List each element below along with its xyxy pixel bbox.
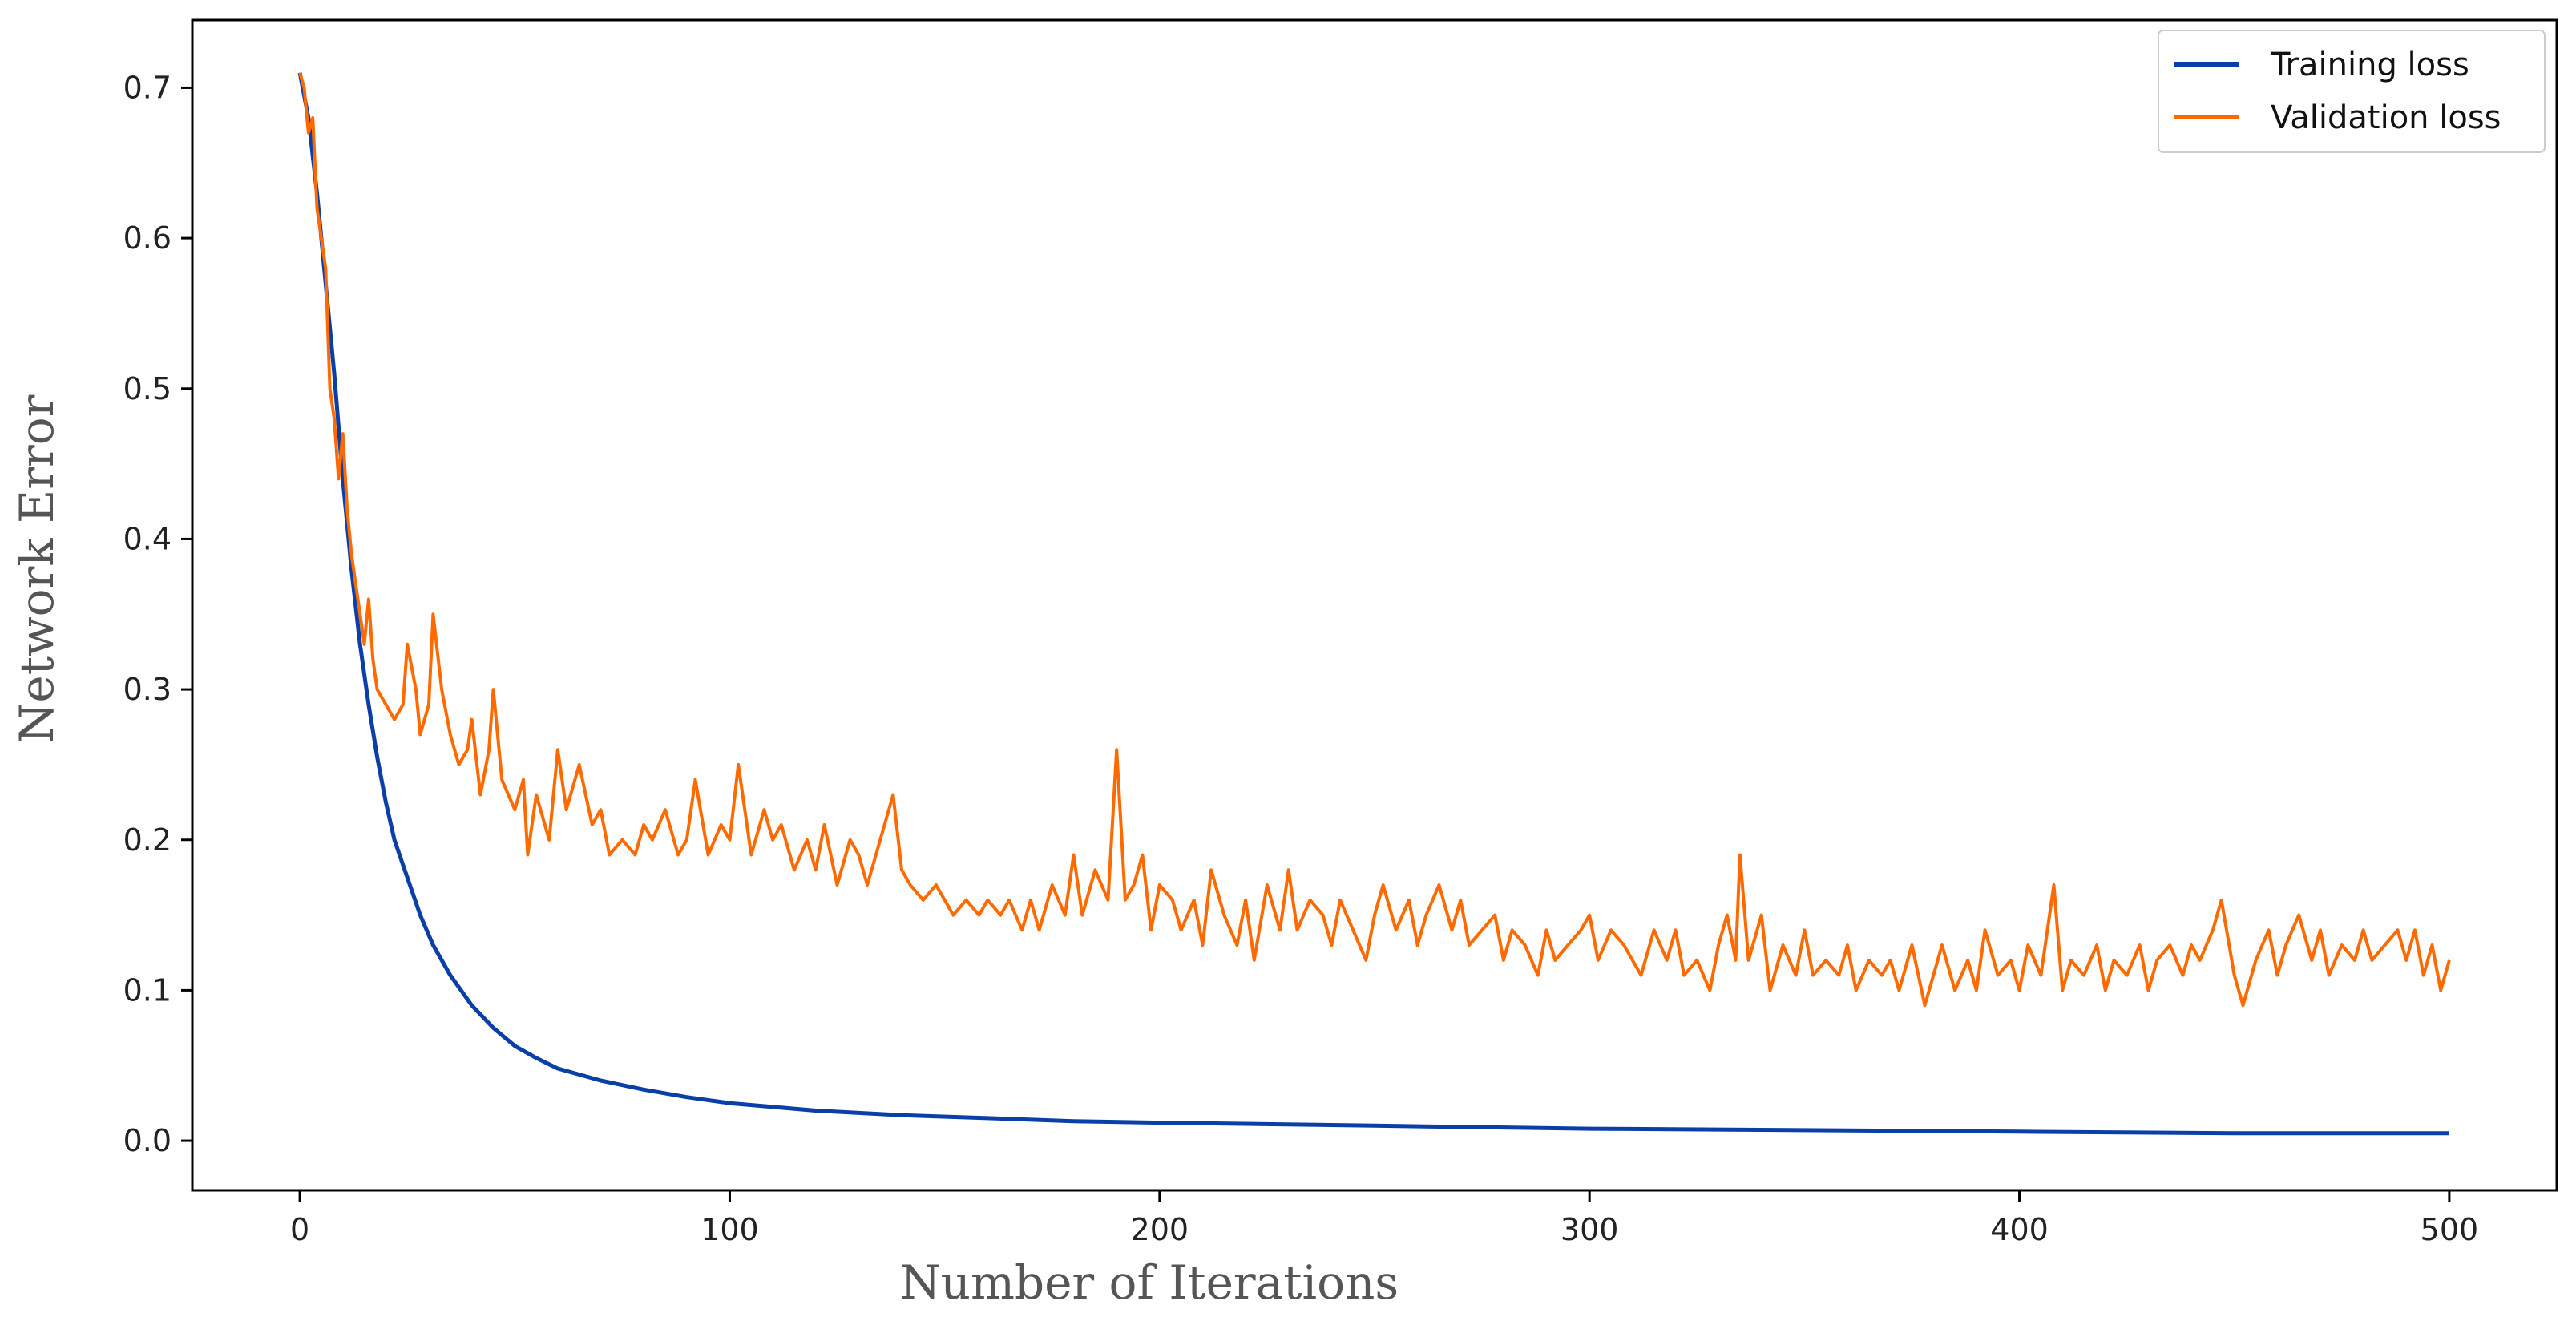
y-tick-label: 0.2 bbox=[123, 822, 172, 858]
series-layer bbox=[297, 72, 2451, 1136]
plot-frame bbox=[191, 18, 2558, 1192]
y-tick-label: 0.7 bbox=[123, 70, 172, 105]
x-tick-label: 0 bbox=[290, 1212, 309, 1247]
y-tick-label: 0.3 bbox=[123, 672, 172, 707]
x-axis-ticks: 0 100 200 300 400 500 bbox=[290, 1190, 2478, 1247]
y-axis-ticks: 0.0 0.1 0.2 0.3 0.4 0.5 0.6 0.7 bbox=[123, 70, 192, 1158]
legend-label-training: Training loss bbox=[2270, 46, 2469, 83]
y-tick-label: 0.4 bbox=[123, 521, 172, 556]
x-tick-label: 300 bbox=[1561, 1212, 1619, 1247]
x-tick-label: 500 bbox=[2421, 1212, 2479, 1247]
legend-label-validation: Validation loss bbox=[2271, 99, 2501, 136]
y-axis-title: Network Error bbox=[10, 394, 64, 743]
series-line-validation-loss bbox=[298, 72, 2451, 1008]
y-tick-label: 0.6 bbox=[123, 220, 172, 256]
x-axis-title: Number of Iterations bbox=[900, 1255, 1399, 1310]
x-tick-label: 100 bbox=[701, 1212, 759, 1247]
legend: Training loss Validation loss bbox=[2158, 30, 2546, 153]
x-tick-label: 200 bbox=[1131, 1212, 1189, 1247]
x-tick-label: 400 bbox=[1990, 1212, 2049, 1247]
y-tick-label: 0.1 bbox=[123, 972, 172, 1008]
y-tick-label: 0.0 bbox=[123, 1123, 172, 1158]
y-tick-label: 0.5 bbox=[123, 371, 172, 406]
legend-box bbox=[2158, 30, 2546, 153]
